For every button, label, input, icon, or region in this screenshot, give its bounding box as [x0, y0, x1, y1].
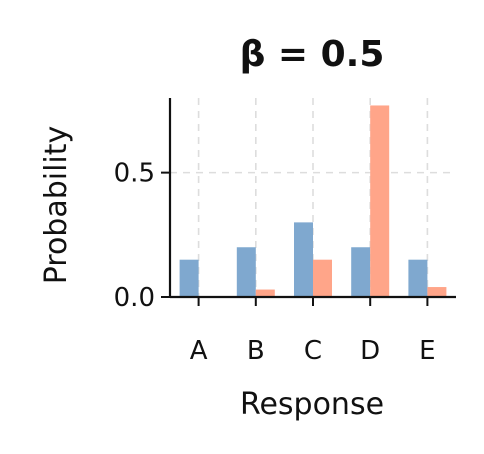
bar-series1-D: [351, 247, 371, 297]
y-tick-label: 0.5: [114, 159, 155, 189]
bar-series2-B: [255, 289, 275, 297]
x-tick-label: E: [419, 336, 435, 366]
bar-series2-C: [313, 259, 332, 297]
y-axis-label: Probability: [39, 126, 74, 285]
chart-title: β = 0.5: [240, 34, 385, 75]
bar-series1-C: [294, 222, 313, 297]
x-ticks: A B C D E: [190, 297, 436, 366]
bar-series2-E: [427, 287, 447, 297]
bar-series1-A: [179, 259, 199, 297]
x-tick-label: B: [247, 336, 265, 366]
bar-series1-B: [236, 247, 256, 297]
x-tick-label: C: [304, 336, 322, 366]
x-tick-label: D: [360, 336, 380, 366]
bars: [179, 105, 447, 298]
x-tick-label: A: [190, 336, 208, 366]
y-tick-label: 0.0: [114, 283, 155, 313]
bar-series1-E: [408, 259, 428, 297]
grid: [170, 98, 456, 297]
bar-series2-D: [370, 105, 390, 298]
y-ticks: 0.0 0.5: [114, 159, 170, 313]
x-axis-label: Response: [240, 387, 384, 422]
